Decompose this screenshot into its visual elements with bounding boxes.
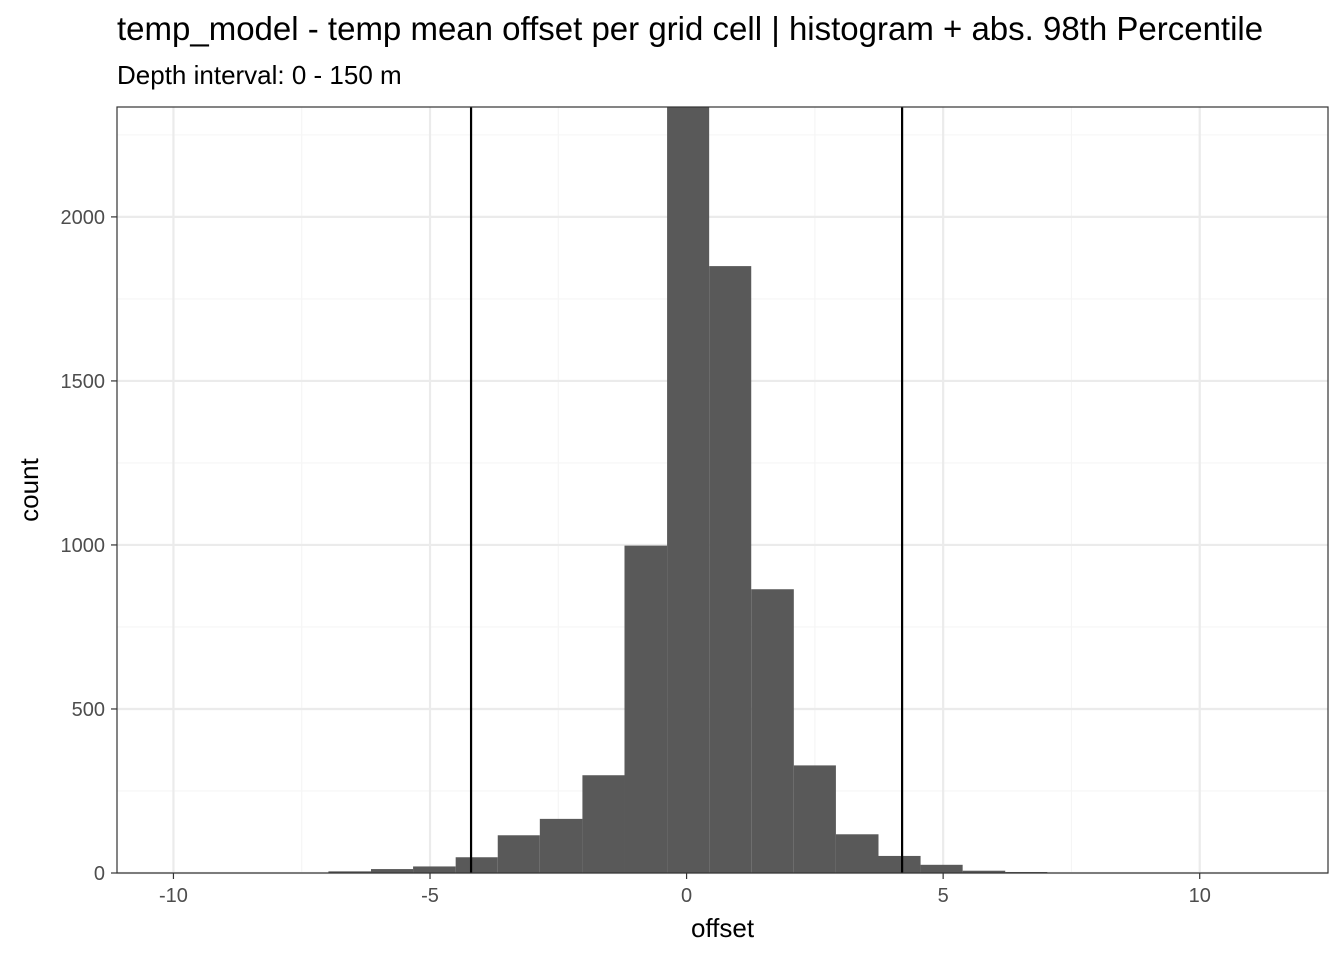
y-tick-label: 1500 <box>61 371 106 393</box>
x-tick-label: 0 <box>681 885 692 907</box>
chart-subtitle: Depth interval: 0 - 150 m <box>117 60 402 90</box>
histogram-bar <box>962 870 1006 873</box>
chart-title: temp_model - temp mean offset per grid c… <box>117 10 1264 47</box>
histogram-bar <box>455 857 498 873</box>
histogram-bar <box>497 835 540 873</box>
histogram-bar <box>751 589 794 873</box>
x-tick-label: 5 <box>938 885 949 907</box>
histogram-bar <box>328 871 372 873</box>
histogram-bar <box>624 545 668 873</box>
histogram-bar <box>539 818 583 873</box>
histogram-bar <box>413 866 456 873</box>
y-tick-label: 1000 <box>61 535 106 557</box>
y-tick-label: 2000 <box>61 207 106 229</box>
percentile-lines <box>469 107 904 873</box>
y-tick-label: 0 <box>94 863 105 885</box>
histogram-bar <box>878 855 921 873</box>
histogram-bar <box>709 266 752 873</box>
histogram-bar <box>371 869 414 873</box>
histogram-bar <box>920 864 963 873</box>
axis-tick-labels: -10 -5 0 5 10 0 500 1000 1500 2000 <box>61 207 1211 907</box>
axis-ticks <box>111 216 1201 879</box>
histogram-bar <box>793 765 836 873</box>
x-tick-label: 10 <box>1189 885 1211 907</box>
histogram-bars <box>328 107 1048 873</box>
x-tick-label: -5 <box>421 885 439 907</box>
y-tick-label: 500 <box>72 699 105 721</box>
x-axis-title: offset <box>691 913 755 943</box>
histogram-bar <box>582 775 625 873</box>
panel-border <box>116 106 1329 874</box>
x-tick-label: -10 <box>159 885 188 907</box>
histogram-bar <box>835 834 879 873</box>
histogram-bar <box>667 107 710 873</box>
y-axis-title: count <box>14 457 44 521</box>
